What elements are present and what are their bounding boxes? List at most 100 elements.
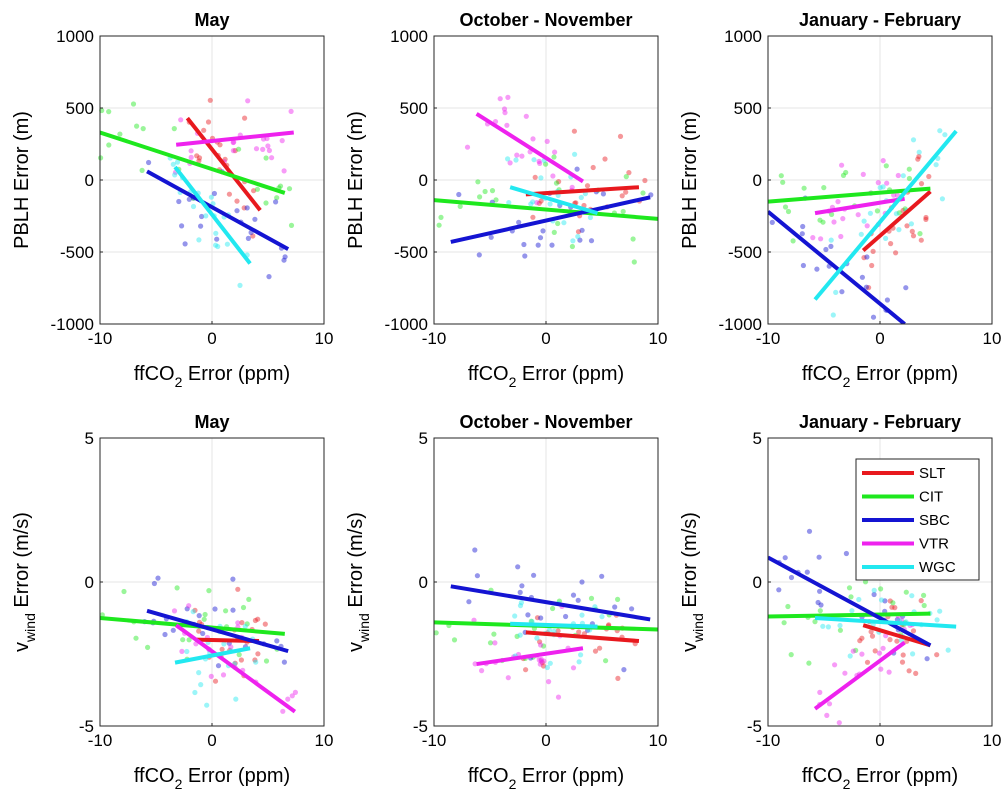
series-line-wgc [174,646,251,665]
scatter-point [623,174,629,180]
scatter-point [506,200,512,206]
scatter-point [200,630,206,637]
series-line-wgc [173,165,252,265]
scatter-point [921,602,927,609]
scatter-point [505,94,511,100]
scatter-point [615,596,621,603]
scatter-point [286,186,293,192]
scatter-point [782,204,789,210]
x-tick-label: 0 [875,329,884,348]
scatter-point [292,689,298,696]
scatter-point [882,598,888,604]
scatter-point [285,696,291,702]
scatter-point [438,214,444,220]
scatter-point [546,627,553,633]
scatter-point [818,602,824,608]
x-tick-label: -10 [88,731,113,750]
x-axis-label: ffCO2 Error (ppm) [802,363,958,390]
scatter-point [516,219,522,225]
scatter-point [493,197,499,203]
y-tick-label: 1000 [390,27,428,46]
y-axis-label: PBLH Error (m) [679,111,701,249]
scatter-point [551,154,557,160]
scatter-point [859,651,865,657]
x-tick-label: 10 [983,329,1002,348]
scatter-point [475,179,481,185]
scatter-point [456,191,462,198]
scatter-point [861,255,867,261]
scatter-point [451,637,458,643]
scatter-point [253,659,259,665]
scatter-point [894,617,901,623]
scatter-point [244,621,250,627]
scatter-point [563,613,569,620]
scatter-point [892,605,898,611]
scatter-point [517,589,523,596]
scatter-point [540,663,547,669]
scatter-point [471,617,477,623]
y-tick-label: -500 [60,243,94,262]
scatter-point [281,659,287,665]
scatter-point [817,588,823,594]
y-axis-label: vwind Error (m/s) [679,512,706,652]
y-axis-label: vwind Error (m/s) [345,512,372,652]
scatter-point [162,631,168,638]
series-line-vtr [476,646,584,667]
scatter-point [871,591,877,598]
scatter-point [214,236,220,242]
scatter-point [934,652,940,658]
scatter-point [252,216,258,222]
scatter-point [234,208,240,214]
scatter-point [855,212,861,218]
scatter-point [872,648,878,654]
scatter-point [826,701,833,707]
x-tick-label: 10 [983,731,1002,750]
scatter-point [186,637,192,643]
scatter-point [579,227,585,233]
scatter-point [263,200,269,206]
scatter-point [863,284,870,290]
scatter-point [915,156,921,162]
scatter-point [615,675,621,682]
scatter-point [587,214,594,221]
scatter-point [288,222,295,228]
scatter-point [519,583,525,589]
scatter-point [778,173,784,179]
scatter-point [640,190,646,196]
scatter-point [523,113,529,119]
series-line-cit [100,130,286,195]
x-axis-label: ffCO2 Error (ppm) [134,765,290,792]
scatter-point [916,149,922,155]
scatter-point [263,155,269,161]
y-tick-label: 500 [66,99,94,118]
scatter-point [629,606,635,612]
scatter-point [190,203,197,210]
scatter-point [900,173,906,179]
x-tick-label: 10 [315,329,334,348]
scatter-point [155,575,161,581]
scatter-point [537,235,544,241]
scatter-point [837,627,844,633]
y-tick-label: -5 [413,717,428,736]
scatter-point [205,119,212,125]
scatter-point [211,190,217,197]
panel-title: October - November [459,412,632,432]
scatter-point [242,115,248,121]
y-tick-label: 1000 [56,27,94,46]
scatter-point [812,619,818,625]
scatter-point [530,136,536,142]
scatter-point [810,235,816,241]
scatter-point [842,670,848,676]
y-tick-label: -1000 [51,315,94,334]
scatter-point [134,123,140,129]
scatter-point [220,672,227,678]
scatter-point [572,151,578,157]
scatter-point [921,592,927,599]
scatter-point [199,213,205,220]
scatter-point [217,142,223,148]
scatter-point [476,252,482,258]
scatter-point [522,253,528,259]
scatter-point [832,662,838,668]
scatter-point [274,638,280,644]
scatter-point [575,597,581,603]
